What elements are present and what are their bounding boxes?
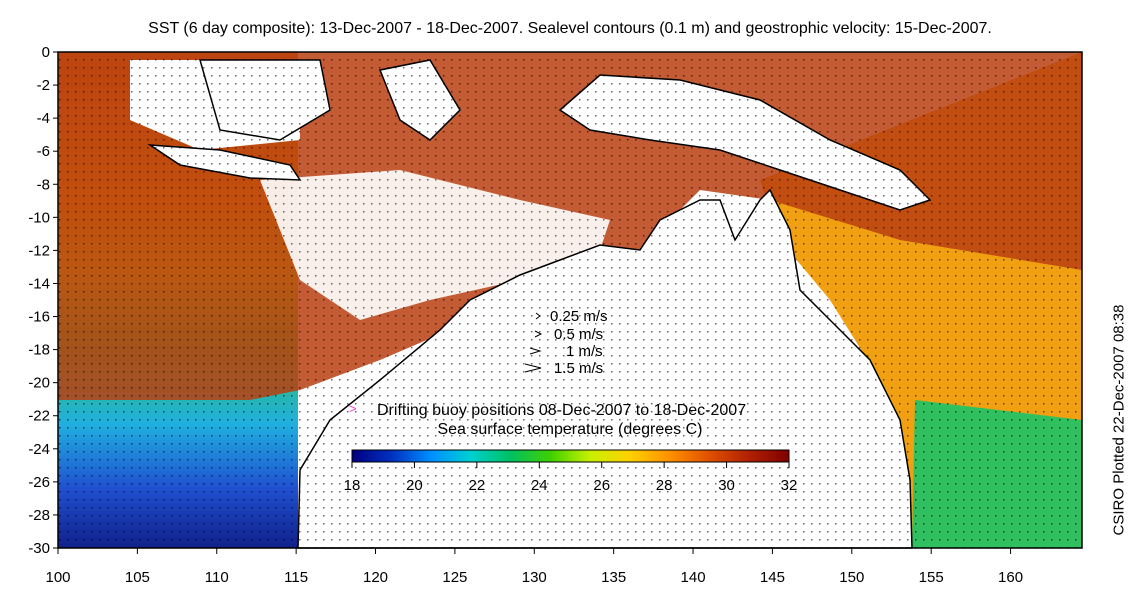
velocity-legend-label: 1.5 m/s bbox=[554, 360, 603, 377]
y-tick-label: -26 bbox=[28, 474, 50, 491]
x-tick-label: 155 bbox=[919, 569, 944, 586]
colorbar-tick-label: 30 bbox=[718, 477, 735, 494]
y-tick-label: 0 bbox=[42, 44, 50, 61]
plot-credit: CSIRO Plotted 22-Dec-2007 08:38 bbox=[1110, 304, 1128, 536]
map-frame bbox=[57, 51, 1083, 549]
x-tick-label: 135 bbox=[601, 569, 626, 586]
buoy-legend: > Drifting buoy positions 08-Dec-2007 to… bbox=[349, 401, 746, 419]
x-axis: 100 105 110 115 120 125 130 135 140 145 150 155 160 bbox=[45, 548, 1023, 586]
y-tick-label: -28 bbox=[28, 507, 50, 524]
y-tick-label: -16 bbox=[28, 309, 50, 326]
y-tick-label: -20 bbox=[28, 375, 50, 392]
x-tick-label: 130 bbox=[522, 569, 547, 586]
x-tick-label: 125 bbox=[442, 569, 467, 586]
x-tick-label: 115 bbox=[284, 569, 308, 586]
x-tick-label: 100 bbox=[45, 569, 70, 586]
y-tick-label: -18 bbox=[28, 342, 50, 359]
x-tick-label: 105 bbox=[125, 569, 150, 586]
x-tick-label: 110 bbox=[205, 569, 229, 586]
velocity-arrow-icon bbox=[535, 312, 541, 320]
x-tick-label: 140 bbox=[681, 569, 706, 586]
colorbar-tick-label: 28 bbox=[656, 477, 673, 494]
x-tick-label: 120 bbox=[363, 569, 388, 586]
colorbar bbox=[351, 449, 790, 463]
y-tick-label: -6 bbox=[37, 143, 50, 160]
colorbar-tick-label: 20 bbox=[406, 477, 423, 494]
y-tick-label: -10 bbox=[28, 209, 50, 226]
colorbar-ticks: 18 20 22 24 26 28 30 32 bbox=[344, 462, 798, 494]
velocity-legend-label: 0.25 m/s bbox=[550, 308, 608, 325]
y-tick-label: -24 bbox=[28, 441, 50, 458]
velocity-arrow-icon bbox=[524, 363, 542, 373]
x-tick-label: 160 bbox=[998, 569, 1023, 586]
y-tick-label: -12 bbox=[28, 242, 50, 259]
colorbar-tick-label: 32 bbox=[781, 477, 798, 494]
y-tick-label: -30 bbox=[28, 540, 50, 557]
y-tick-label: -14 bbox=[28, 275, 50, 292]
y-tick-label: -8 bbox=[37, 176, 50, 193]
buoy-legend-label: Drifting buoy positions 08-Dec-2007 to 1… bbox=[377, 402, 746, 419]
y-tick-label: -2 bbox=[37, 77, 50, 94]
buoy-marker-icon: > bbox=[349, 401, 357, 416]
map-title: SST (6 day composite): 13-Dec-2007 - 18-… bbox=[148, 20, 992, 37]
colorbar-tick-label: 24 bbox=[531, 477, 548, 494]
x-tick-label: 150 bbox=[839, 569, 864, 586]
y-tick-label: -4 bbox=[37, 110, 50, 127]
velocity-legend-label: 0.5 m/s bbox=[554, 326, 603, 343]
y-tick-label: -22 bbox=[28, 408, 50, 425]
velocity-legend: 0.25 m/s 0.5 m/s 1 m/s 1.5 m/s bbox=[524, 308, 608, 377]
colorbar-tick-label: 22 bbox=[469, 477, 486, 494]
velocity-field bbox=[58, 52, 1082, 548]
velocity-arrow-icon bbox=[529, 347, 542, 355]
colorbar-tick-label: 26 bbox=[593, 477, 610, 494]
x-tick-label: 145 bbox=[760, 569, 785, 586]
y-axis: 0 -2 -4 -6 -8 -10 -12 -14 -16 -18 -20 -22 -24 -26 -28 -… bbox=[28, 44, 58, 557]
colorbar-label: Sea surface temperature (degrees C) bbox=[437, 421, 702, 438]
velocity-arrow-icon bbox=[534, 330, 543, 338]
colorbar-tick-label: 18 bbox=[344, 477, 361, 494]
velocity-legend-label: 1 m/s bbox=[566, 343, 603, 360]
